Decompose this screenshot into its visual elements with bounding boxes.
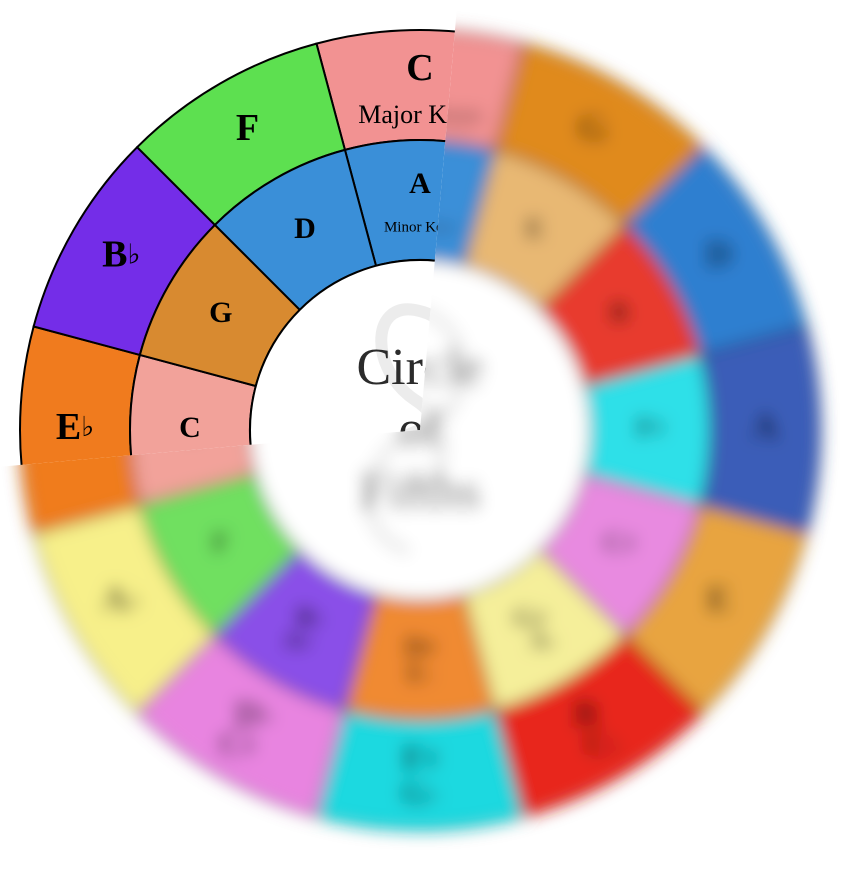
inner-key-label: E bbox=[525, 212, 545, 245]
center-title-line: Fifths bbox=[359, 463, 480, 520]
outer-key-sublabel: G♭ bbox=[401, 775, 439, 812]
outer-key-sublabel: C♯ bbox=[219, 726, 256, 763]
outer-key-label: A♭ bbox=[101, 578, 141, 620]
outer-key-label: F♯ bbox=[402, 737, 439, 779]
outer-key-label: E bbox=[706, 578, 731, 620]
outer-key-label: E♭ bbox=[56, 406, 94, 448]
inner-key-label: A bbox=[409, 167, 431, 200]
outer-key-label: B♭ bbox=[102, 233, 140, 275]
inner-key-label: B bbox=[609, 296, 629, 329]
outer-key-sublabel: C♭ bbox=[585, 726, 621, 763]
inner-key-label: D bbox=[294, 212, 316, 245]
inner-key-label: C bbox=[179, 411, 201, 444]
inner-key-label: F♯ bbox=[635, 411, 664, 444]
outer-key-label: D bbox=[705, 233, 732, 275]
outer-key-label: A bbox=[751, 406, 779, 448]
circle-of-fifths-diagram: Major KeysMinor KeysCGDAEBC♭F♯G♭D♭C♯A♭E♭… bbox=[0, 0, 864, 876]
inner-key-label: C♯ bbox=[603, 526, 636, 559]
inner-key-label: G bbox=[209, 296, 232, 329]
outer-key-label: F bbox=[236, 107, 259, 149]
outer-key-label: C bbox=[406, 47, 433, 89]
inner-key-label: F bbox=[212, 526, 230, 559]
outer-key-label: G bbox=[578, 107, 608, 149]
